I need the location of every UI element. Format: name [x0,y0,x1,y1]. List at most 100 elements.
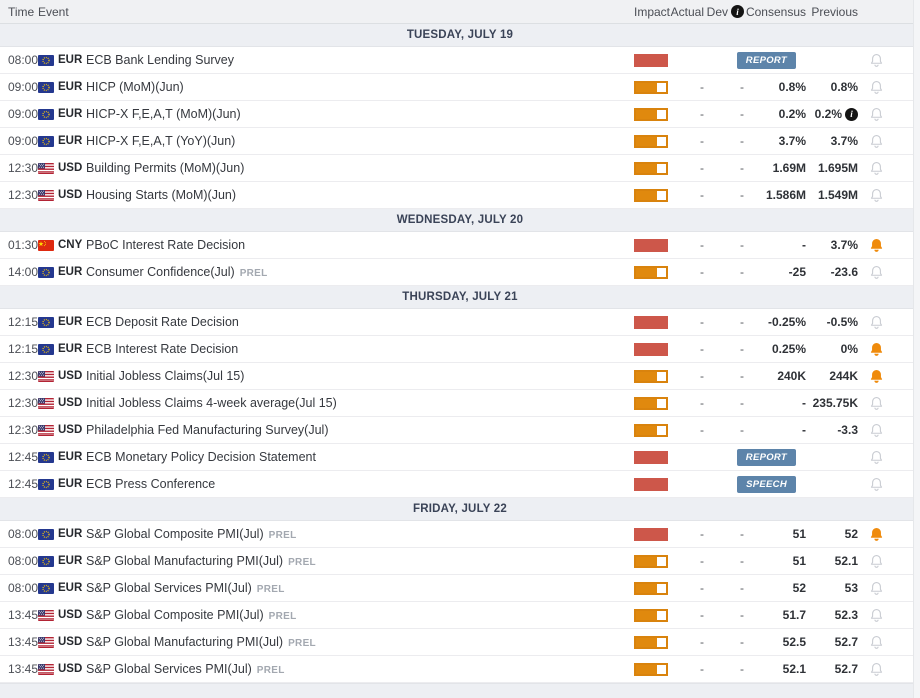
event-name[interactable]: Building Permits (MoM)(Jun) [86,161,245,175]
notification-bell-active-icon[interactable] [869,238,884,253]
notification-bell-inactive-icon[interactable] [869,265,884,280]
impact-cell [624,635,668,649]
time-cell: 12:30 [8,369,39,383]
scrollbar-track[interactable] [913,0,920,698]
event-row[interactable]: 12:45 EUR ECB Monetary Policy Decision Sta… [0,444,920,471]
flag-eu [38,316,54,328]
prel-tag: PREL [268,530,297,541]
event-name[interactable]: ECB Monetary Policy Decision Statement [86,450,316,464]
flag-eu [38,81,54,93]
event-row[interactable]: 14:00 EUR Consumer Confidence(Jul) PREL - - -2… [0,259,920,286]
time-cell: 13:45 [8,635,39,649]
event-type-badge[interactable]: SPEECH [737,475,796,493]
notification-bell-active-icon[interactable] [869,369,884,384]
event-row[interactable]: 09:00 EUR HICP-X F,E,A,T (YoY)(Jun) - - 3.7% 3… [0,128,920,155]
notification-bell-inactive-icon[interactable] [869,53,884,68]
impact-cell [624,265,668,279]
actual-value: - [700,527,704,541]
notification-bell-inactive-icon[interactable] [869,161,884,176]
event-row[interactable]: 08:00 EUR S&P Global Services PMI(Jul) PREL… [0,575,920,602]
event-name[interactable]: S&P Global Composite PMI(Jul) PREL [86,608,297,622]
notification-bell-inactive-icon[interactable] [869,554,884,569]
column-header-event: Event [38,4,69,19]
event-name[interactable]: ECB Bank Lending Survey [86,53,235,67]
notification-bell-active-icon[interactable] [869,527,884,542]
currency-flag [38,451,58,463]
event-type-badge[interactable]: REPORT [736,51,796,69]
event-row[interactable]: 13:45 USD S&P Global Manufacturing PMI(Jul… [0,629,920,656]
event-name[interactable]: PBoC Interest Rate Decision [86,238,246,252]
event-row[interactable]: 12:15 EUR ECB Interest Rate Decision - - 0.25… [0,336,920,363]
previous-info-icon[interactable]: i [845,107,858,121]
event-name[interactable]: Initial Jobless Claims(Jul 15) [86,369,245,383]
dev-value: - [740,554,744,568]
notification-bell-inactive-icon[interactable] [869,662,884,677]
event-name[interactable]: S&P Global Manufacturing PMI(Jul) PREL [86,635,316,649]
notification-bell-inactive-icon[interactable] [869,315,884,330]
notification-bell-inactive-icon[interactable] [869,581,884,596]
notification-bell-inactive-icon[interactable] [869,450,884,465]
event-name[interactable]: ECB Interest Rate Decision [86,342,239,356]
consensus-value: 240K [777,369,806,383]
event-type-badge[interactable]: REPORT [736,448,796,466]
event-name[interactable]: ECB Press Conference [86,477,216,491]
previous-value: 52.1 [834,554,858,568]
flag-us [38,636,54,648]
event-name[interactable]: Housing Starts (MoM)(Jun) [86,188,237,202]
notification-bell-inactive-icon[interactable] [869,80,884,95]
notification-bell-inactive-icon[interactable] [869,477,884,492]
bell-cell [858,554,894,569]
event-row[interactable]: 09:00 EUR HICP-X F,E,A,T (MoM)(Jun) - -0.2% 0… [0,101,920,128]
notification-bell-inactive-icon[interactable] [869,608,884,623]
event-row[interactable]: 12:30 USD Philadelphia Fed Manufacturing S… [0,417,920,444]
notification-bell-inactive-icon[interactable] [869,134,884,149]
event-row[interactable]: 12:30 USD Building Permits (MoM)(Jun) - - 1.6… [0,155,920,182]
event-name[interactable]: HICP-X F,E,A,T (YoY)(Jun) [86,134,236,148]
event-row[interactable]: 08:00 EUR S&P Global Composite PMI(Jul) PRE… [0,521,920,548]
previous-value: 1.695M [817,161,858,175]
notification-bell-inactive-icon[interactable] [869,635,884,650]
event-name[interactable]: S&P Global Services PMI(Jul) PREL [86,662,285,676]
event-row[interactable]: 13:45 USD S&P Global Services PMI(Jul) PREL… [0,656,920,683]
event-name[interactable]: S&P Global Composite PMI(Jul) PREL [86,527,297,541]
time-cell: 13:45 [8,608,39,622]
event-name[interactable]: Consumer Confidence(Jul) PREL [86,265,268,279]
event-name[interactable]: HICP (MoM)(Jun) [86,80,184,94]
event-row[interactable]: 12:45 EUR ECB Press Conference SPEECH [0,471,920,498]
event-row[interactable]: 12:30 USD Housing Starts (MoM)(Jun) - - 1.586… [0,182,920,209]
event-row[interactable]: 08:00 EUR S&P Global Manufacturing PMI(Jul… [0,548,920,575]
actual-value: - [700,161,704,175]
bell-cell [858,369,894,384]
event-row[interactable]: 09:00 EUR HICP (MoM)(Jun) - - 0.8% 0.8% [0,74,920,101]
dev-info-icon[interactable]: i [731,5,744,18]
notification-bell-inactive-icon[interactable] [869,107,884,122]
impact-cell [624,80,668,94]
bell-cell [858,608,894,623]
currency-flag [38,397,58,409]
time-cell: 01:30 [8,238,39,252]
event-row[interactable]: 08:00 EUR ECB Bank Lending Survey REPORT [0,47,920,74]
column-header-dev-label: Dev [706,4,728,19]
event-row[interactable]: 12:15 EUR ECB Deposit Rate Decision - - -0.25… [0,309,920,336]
time-cell: 12:45 [8,450,39,464]
event-row[interactable]: 13:45 USD S&P Global Composite PMI(Jul) PRE… [0,602,920,629]
event-name[interactable]: Initial Jobless Claims 4-week average(Ju… [86,396,337,410]
actual-value: - [700,396,704,410]
notification-bell-inactive-icon[interactable] [869,188,884,203]
previous-value: 3.7% [830,134,858,148]
event-name[interactable]: HICP-X F,E,A,T (MoM)(Jun) [86,107,241,121]
dev-value: - [740,238,744,252]
notification-bell-active-icon[interactable] [869,342,884,357]
event-row[interactable]: 12:30 USD Initial Jobless Claims 4-week av… [0,390,920,417]
event-row[interactable]: 01:30 CNY PBoC Interest Rate Decision - - - 3.… [0,232,920,259]
calendar-body: TUESDAY, JULY 19 08:00 EUR ECB Bank Lending… [0,24,920,683]
event-name[interactable]: ECB Deposit Rate Decision [86,315,239,329]
event-row[interactable]: 12:30 USD Initial Jobless Claims(Jul 15) - -… [0,363,920,390]
impact-indicator-medium [634,265,668,279]
event-name[interactable]: S&P Global Services PMI(Jul) PREL [86,581,285,595]
notification-bell-inactive-icon[interactable] [869,423,884,438]
currency-code: EUR [58,266,83,278]
event-name[interactable]: S&P Global Manufacturing PMI(Jul) PREL [86,554,316,568]
event-name[interactable]: Philadelphia Fed Manufacturing Survey(Ju… [86,423,329,437]
notification-bell-inactive-icon[interactable] [869,396,884,411]
